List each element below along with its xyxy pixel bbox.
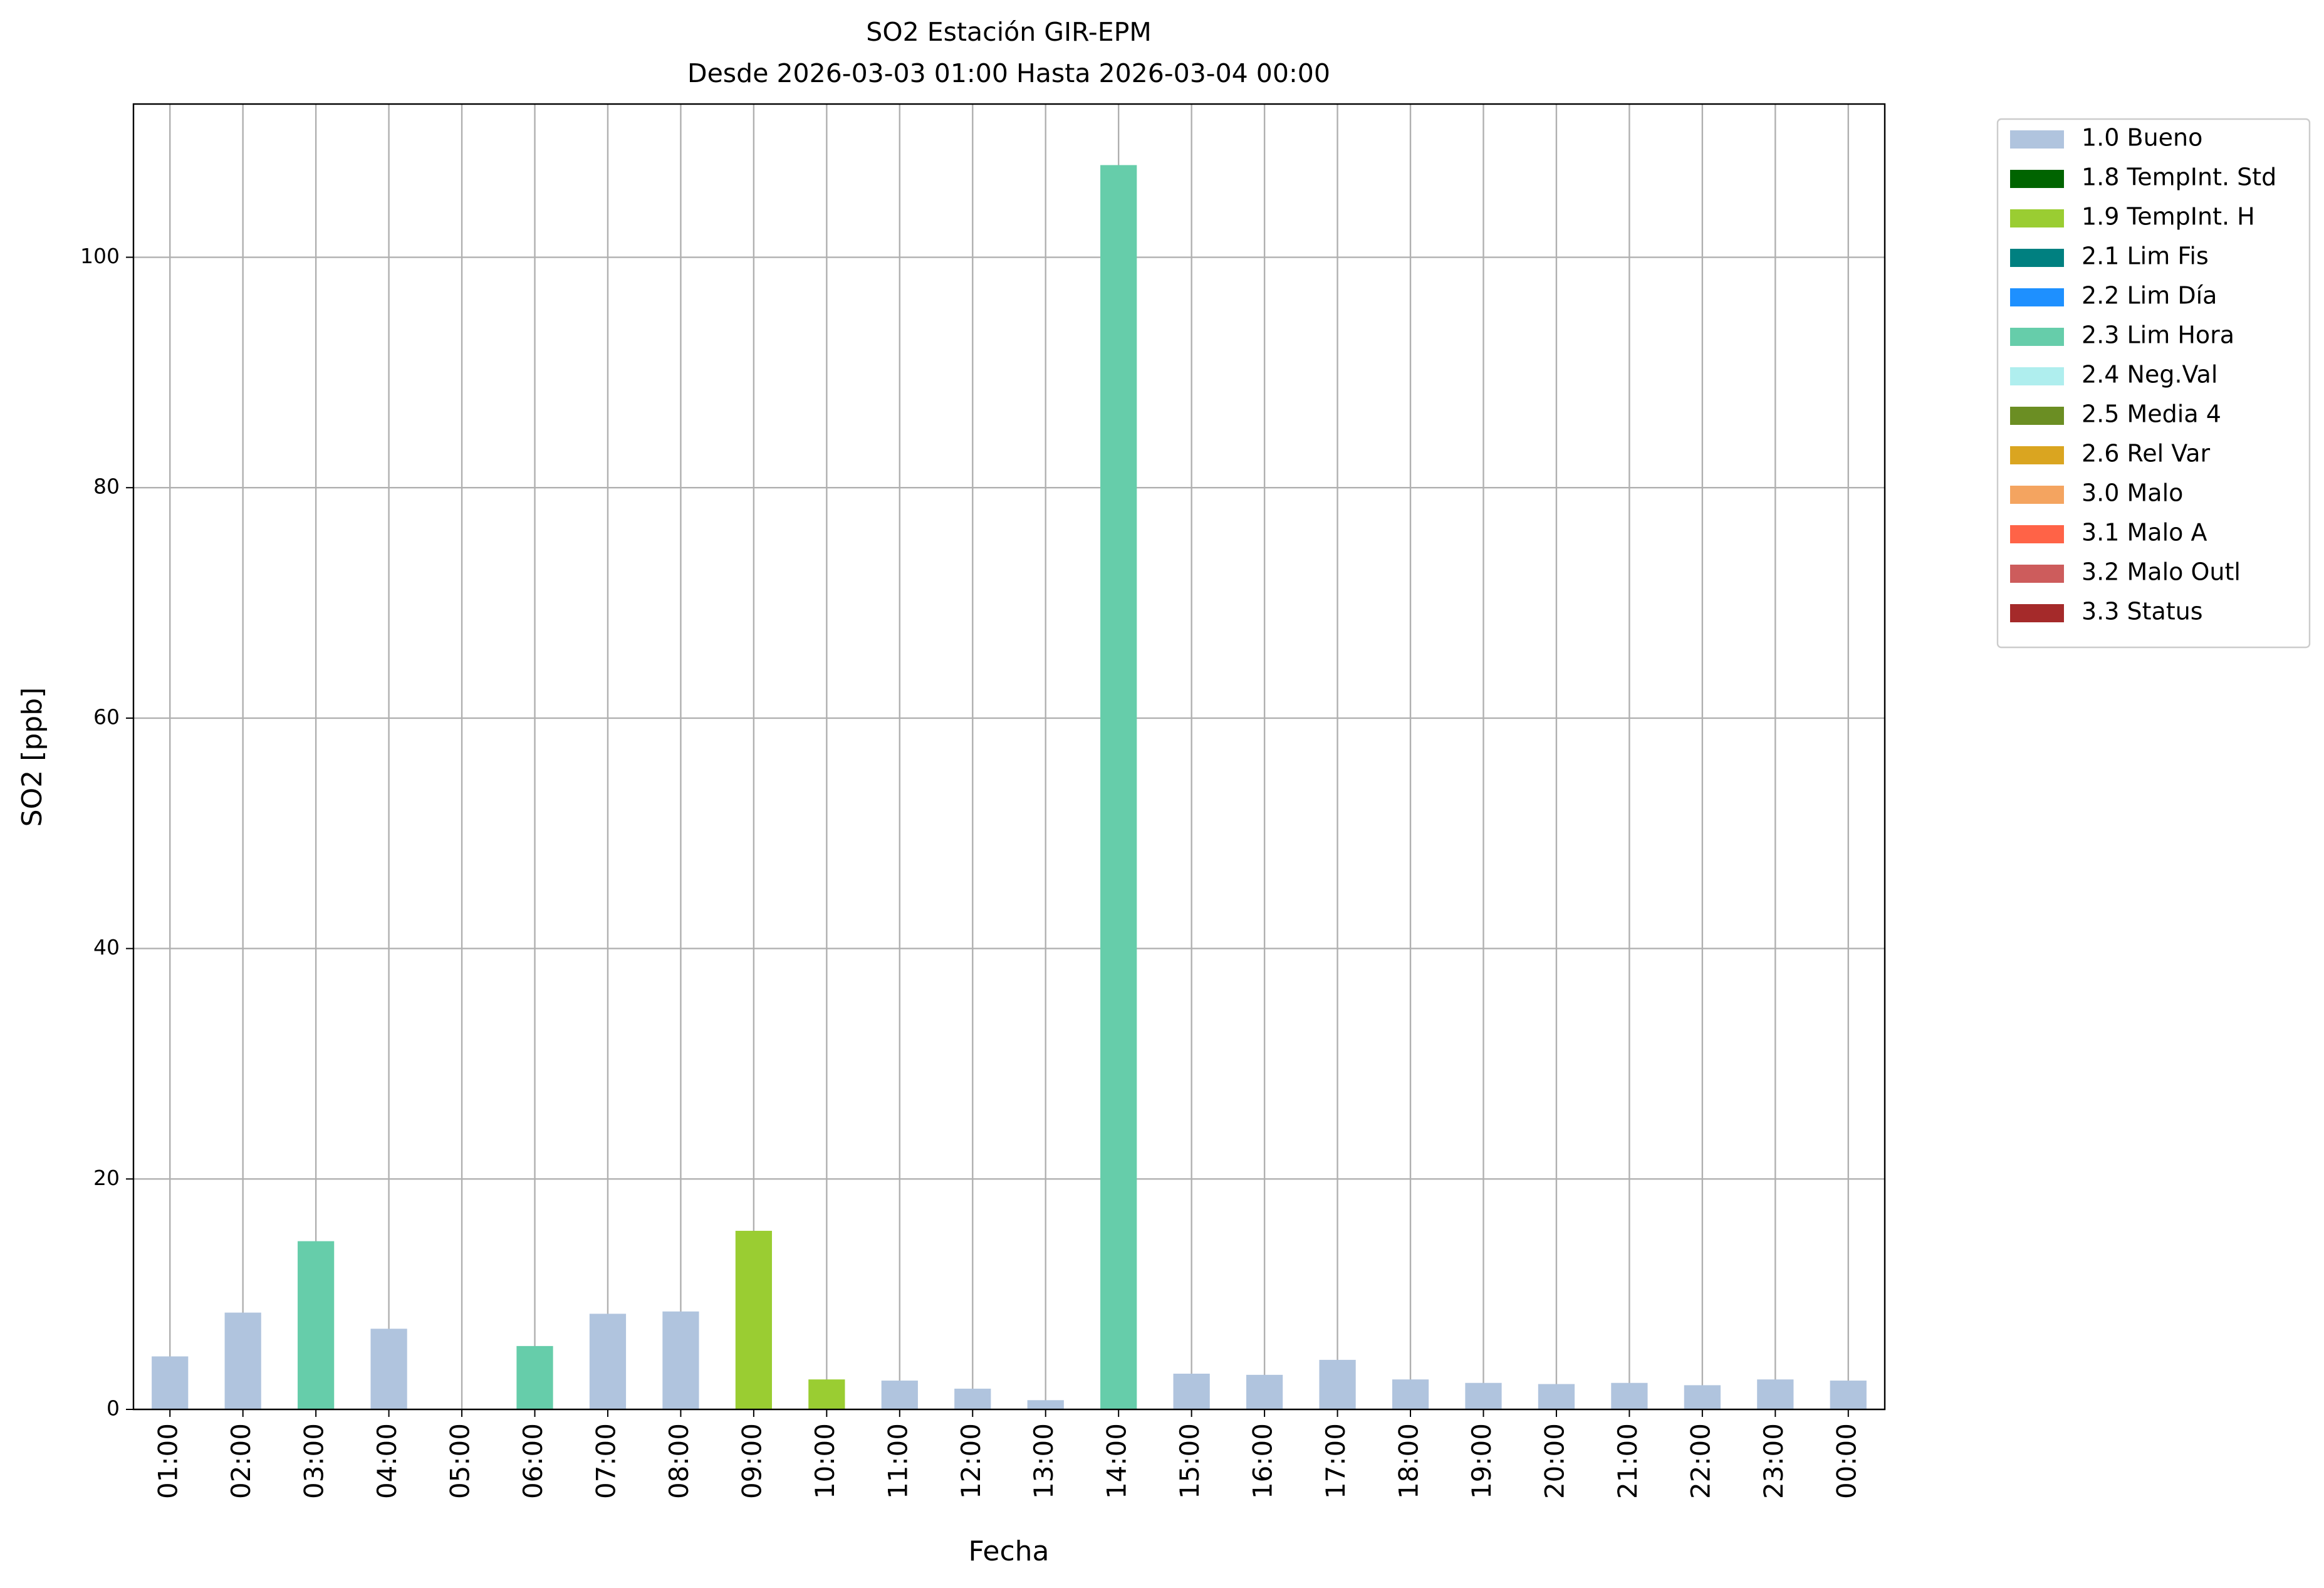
bar — [662, 1311, 699, 1409]
legend-label: 2.3 Lim Hora — [2082, 321, 2234, 349]
plot-frame — [132, 103, 1886, 1411]
legend-swatch — [2010, 565, 2064, 583]
legend-label: 3.2 Malo Outl — [2082, 558, 2241, 586]
legend-swatch — [2010, 170, 2064, 188]
legend-label: 3.1 Malo A — [2082, 519, 2207, 546]
y-axis-label: SO2 [ppb] — [16, 687, 48, 827]
x-tick-label: 17:00 — [1320, 1423, 1351, 1499]
legend-swatch — [2010, 288, 2064, 306]
x-tick-label: 23:00 — [1758, 1423, 1789, 1499]
bar — [1027, 1400, 1064, 1409]
legend-swatch — [2010, 407, 2064, 425]
legend-swatch — [2010, 367, 2064, 385]
y-tick-label: 0 — [107, 1396, 120, 1421]
x-tick-label: 01:00 — [153, 1423, 184, 1499]
x-tick-label: 02:00 — [226, 1423, 256, 1499]
x-tick-label: 16:00 — [1248, 1423, 1278, 1499]
bar — [1319, 1359, 1356, 1409]
bar — [1538, 1384, 1575, 1409]
legend-label: 2.6 Rel Var — [2082, 440, 2211, 468]
bar — [516, 1345, 553, 1409]
legend-label: 3.0 Malo — [2082, 479, 2183, 507]
legend-label: 1.0 Bueno — [2082, 124, 2202, 152]
x-tick-label: 06:00 — [518, 1423, 548, 1499]
chart-title: SO2 Estación GIR-EPM — [866, 17, 1151, 47]
bar — [808, 1379, 845, 1409]
bar — [1392, 1379, 1429, 1409]
x-tick-label: 10:00 — [810, 1423, 840, 1499]
y-tick-label: 100 — [80, 244, 120, 268]
x-tick-label: 03:00 — [299, 1423, 330, 1499]
bar — [1465, 1382, 1502, 1409]
legend-swatch — [2010, 486, 2064, 504]
bar — [370, 1329, 407, 1409]
bar — [881, 1381, 918, 1409]
legend-swatch — [2010, 130, 2064, 149]
x-tick-label: 00:00 — [1831, 1423, 1862, 1499]
bar — [1246, 1374, 1283, 1409]
x-tick-label: 19:00 — [1466, 1423, 1497, 1499]
legend-label: 2.2 Lim Día — [2082, 282, 2217, 310]
legend-label: 1.9 TempInt. H — [2082, 203, 2255, 231]
x-tick-label: 09:00 — [736, 1423, 767, 1499]
legend-swatch — [2010, 525, 2064, 543]
legend-swatch — [2010, 328, 2064, 346]
legend-swatch — [2010, 446, 2064, 464]
legend-label: 2.4 Neg.Val — [2082, 361, 2217, 389]
x-tick-label: 13:00 — [1028, 1423, 1059, 1499]
bar — [1757, 1379, 1794, 1409]
legend-swatch — [2010, 604, 2064, 622]
bar — [1611, 1382, 1648, 1409]
legend-label: 1.8 TempInt. Std — [2082, 164, 2276, 191]
bar — [735, 1231, 773, 1409]
y-tick-label: 20 — [93, 1166, 120, 1190]
x-tick-label: 04:00 — [372, 1423, 402, 1499]
bar — [954, 1388, 991, 1409]
legend-label: 2.1 Lim Fis — [2082, 243, 2209, 270]
bar — [152, 1356, 189, 1409]
x-tick-label: 20:00 — [1539, 1423, 1570, 1499]
x-tick-label: 11:00 — [882, 1423, 913, 1499]
bar — [1173, 1374, 1210, 1409]
bar — [298, 1241, 335, 1409]
bar — [224, 1312, 261, 1409]
y-tick-label: 80 — [93, 474, 120, 499]
x-axis-label: Fecha — [968, 1535, 1049, 1567]
legend-label: 2.5 Media 4 — [2082, 400, 2221, 428]
legend-box — [1996, 118, 2311, 649]
x-tick-label: 12:00 — [956, 1423, 986, 1499]
x-tick-label: 15:00 — [1174, 1423, 1205, 1499]
x-tick-label: 14:00 — [1102, 1423, 1132, 1499]
bar — [1684, 1385, 1721, 1409]
x-tick-label: 05:00 — [445, 1423, 476, 1499]
bar — [1830, 1381, 1867, 1409]
legend-label: 3.3 Status — [2082, 598, 2203, 625]
y-tick-label: 60 — [93, 704, 120, 729]
legend-swatch — [2010, 249, 2064, 267]
chart-subtitle: Desde 2026-03-03 01:00 Hasta 2026-03-04 … — [687, 58, 1330, 88]
bar — [1100, 165, 1137, 1409]
bar — [589, 1314, 627, 1409]
x-tick-label: 22:00 — [1685, 1423, 1716, 1499]
x-tick-label: 08:00 — [664, 1423, 694, 1499]
x-tick-label: 18:00 — [1394, 1423, 1424, 1499]
x-tick-label: 21:00 — [1612, 1423, 1643, 1499]
y-tick-label: 40 — [93, 935, 120, 959]
x-tick-label: 07:00 — [590, 1423, 621, 1499]
legend-swatch — [2010, 209, 2064, 227]
